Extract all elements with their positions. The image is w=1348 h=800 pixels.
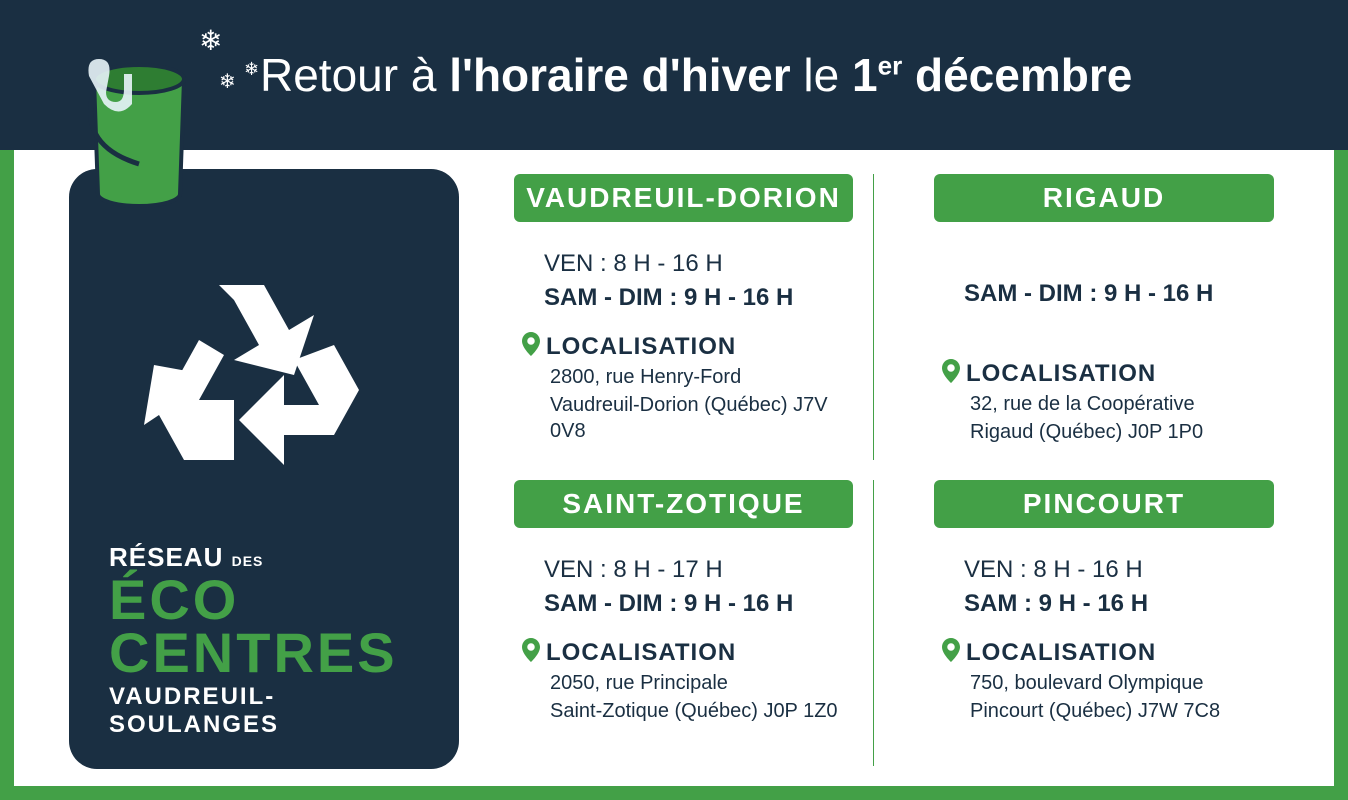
address-line2: Vaudreuil-Dorion (Québec) J7V 0V8 <box>550 392 853 444</box>
region-label: VAUDREUIL-SOULANGES <box>109 683 429 739</box>
address-line1: 750, boulevard Olympique <box>970 670 1274 696</box>
hours-line: SAM : 9 H - 16 H <box>964 587 1274 621</box>
snowflake-icon: ❄ <box>244 59 259 80</box>
address-line1: 2800, rue Henry-Ford <box>550 364 853 390</box>
recycle-icon <box>144 255 384 495</box>
localisation-label: LOCALISATION <box>546 333 736 361</box>
snowflake-icon: ❄ <box>219 69 236 94</box>
eco-label: ÉCO <box>109 573 429 626</box>
hours-block: VEN : 8 H - 16 H SAM - DIM : 9 H - 16 H <box>544 247 853 314</box>
snowflake-icon: ❄ <box>199 24 222 57</box>
header-mid: le <box>791 49 852 101</box>
centres-label: CENTRES <box>109 626 429 679</box>
address-line1: 32, rue de la Coopérative <box>970 391 1274 417</box>
location-name: RIGAUD <box>934 174 1274 222</box>
locations-grid: VAUDREUIL-DORION VEN : 8 H - 16 H SAM - … <box>494 174 1294 766</box>
localisation-label: LOCALISATION <box>966 639 1156 667</box>
hours-line: SAM - DIM : 9 H - 16 H <box>544 281 853 315</box>
header-bold1: l'horaire d'hiver <box>449 49 790 101</box>
hours-line: VEN : 8 H - 17 H <box>544 553 853 587</box>
address-block: LOCALISATION 750, boulevard Olympique Pi… <box>942 638 1274 724</box>
hours-line: SAM - DIM : 9 H - 16 H <box>964 277 1274 311</box>
header-bold2: 1er décembre <box>852 49 1132 101</box>
paint-bucket-icon <box>84 34 204 214</box>
header-pre: Retour à <box>260 49 449 101</box>
hours-line: VEN : 8 H - 16 H <box>964 553 1274 587</box>
header-title: Retour à l'horaire d'hiver le 1er décemb… <box>260 48 1132 102</box>
hours-line: SAM - DIM : 9 H - 16 H <box>544 587 853 621</box>
location-card-saint-zotique: SAINT-ZOTIQUE VEN : 8 H - 17 H SAM - DIM… <box>494 480 874 766</box>
location-card-pincourt: PINCOURT VEN : 8 H - 16 H SAM : 9 H - 16… <box>914 480 1294 766</box>
address-line2: Rigaud (Québec) J0P 1P0 <box>970 419 1274 445</box>
sidebar-panel: RÉSEAU DES ÉCO CENTRES VAUDREUIL-SOULANG… <box>69 169 459 769</box>
hours-block: VEN : 8 H - 16 H SAM : 9 H - 16 H <box>964 553 1274 620</box>
hours-block: SAM - DIM : 9 H - 16 H <box>964 277 1274 311</box>
location-card-rigaud: RIGAUD SAM - DIM : 9 H - 16 H LOCALISATI… <box>914 174 1294 460</box>
address-block: LOCALISATION 2800, rue Henry-Ford Vaudre… <box>522 332 853 444</box>
address-block: LOCALISATION 2050, rue Principale Saint-… <box>522 638 853 724</box>
pin-icon <box>942 638 960 668</box>
pin-icon <box>522 332 540 362</box>
recycle-icon-area <box>99 209 429 542</box>
hours-line: VEN : 8 H - 16 H <box>544 247 853 281</box>
hours-block: VEN : 8 H - 17 H SAM - DIM : 9 H - 16 H <box>544 553 853 620</box>
address-line2: Pincourt (Québec) J7W 7C8 <box>970 698 1274 724</box>
localisation-label: LOCALISATION <box>546 639 736 667</box>
page: Retour à l'horaire d'hiver le 1er décemb… <box>0 0 1348 800</box>
pin-icon <box>942 359 960 389</box>
sidebar-text: RÉSEAU DES ÉCO CENTRES VAUDREUIL-SOULANG… <box>99 542 429 739</box>
location-name: SAINT-ZOTIQUE <box>514 480 853 528</box>
address-line1: 2050, rue Principale <box>550 670 853 696</box>
address-block: LOCALISATION 32, rue de la Coopérative R… <box>942 359 1274 445</box>
address-line2: Saint-Zotique (Québec) J0P 1Z0 <box>550 698 853 724</box>
location-card-vaudreuil: VAUDREUIL-DORION VEN : 8 H - 16 H SAM - … <box>494 174 874 460</box>
location-name: VAUDREUIL-DORION <box>514 174 853 222</box>
pin-icon <box>522 638 540 668</box>
localisation-label: LOCALISATION <box>966 360 1156 388</box>
bucket-graphic: ❄ ❄ ❄ <box>84 34 204 219</box>
location-name: PINCOURT <box>934 480 1274 528</box>
